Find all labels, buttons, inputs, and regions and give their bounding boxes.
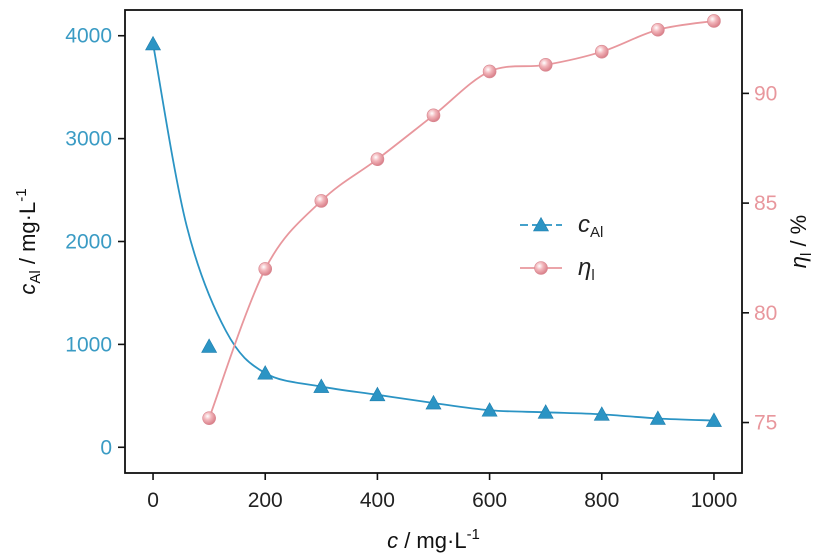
series-0-point: [257, 365, 274, 380]
series-1-point: [426, 108, 441, 123]
series-0-point: [425, 394, 442, 410]
series-0-point: [313, 378, 330, 393]
legend-marker: [532, 216, 550, 232]
right-tick-label: 75: [754, 412, 777, 435]
legend-label: cAl: [578, 211, 603, 241]
x-tick-label: 200: [248, 489, 283, 512]
series-0-point: [649, 410, 666, 425]
right-tick-label: 80: [754, 302, 777, 325]
legend: cAl ηl: [520, 211, 603, 284]
series-1-point: [482, 64, 497, 79]
series-0-point: [537, 404, 554, 419]
series-1-point: [594, 44, 609, 59]
series-1-point: [651, 22, 665, 37]
right-y-axis-title: ηl / %: [786, 215, 815, 268]
x-axis: 0 200 400 600 800 1000: [147, 473, 737, 512]
series-1-point: [707, 14, 721, 28]
series-0-point: [705, 412, 722, 427]
left-tick-label: 2000: [65, 231, 112, 254]
left-y-axis: 0 1000 2000 3000 4000: [65, 25, 125, 459]
legend-marker: [534, 261, 548, 275]
series-0-point: [369, 386, 386, 402]
series-1-point: [202, 411, 216, 425]
x-tick-label: 0: [147, 489, 159, 512]
x-tick-label: 1000: [691, 489, 738, 512]
series-1-point: [314, 194, 329, 208]
left-tick-label: 1000: [65, 333, 112, 356]
series-0-point: [593, 406, 610, 421]
x-axis-title: c / mg·L-1: [387, 526, 480, 553]
series-0-point: [145, 35, 162, 51]
series-1-point: [370, 152, 385, 167]
series-0-point: [201, 338, 218, 353]
left-tick-label: 3000: [65, 128, 112, 151]
right-y-axis: 75 80 85 90: [742, 82, 777, 435]
legend-label: ηl: [578, 254, 595, 284]
series-0-point: [481, 402, 498, 417]
left-tick-label: 4000: [65, 25, 112, 48]
series-1-line: [208, 20, 715, 419]
series-1-point: [258, 262, 273, 276]
series-0-line: [152, 43, 714, 422]
x-tick-label: 400: [360, 489, 395, 512]
right-tick-label: 85: [754, 192, 777, 215]
x-tick-label: 600: [472, 489, 507, 512]
left-tick-label: 0: [100, 436, 112, 459]
x-tick-label: 800: [584, 489, 619, 512]
series-1-point: [538, 58, 553, 72]
series-layer: [145, 14, 722, 427]
right-tick-label: 90: [754, 82, 777, 105]
left-y-axis-title: cAl / mg·L-1: [13, 188, 44, 294]
axis-titles: c / mg·L-1 cAl / mg·L-1 ηl / %: [13, 188, 815, 553]
